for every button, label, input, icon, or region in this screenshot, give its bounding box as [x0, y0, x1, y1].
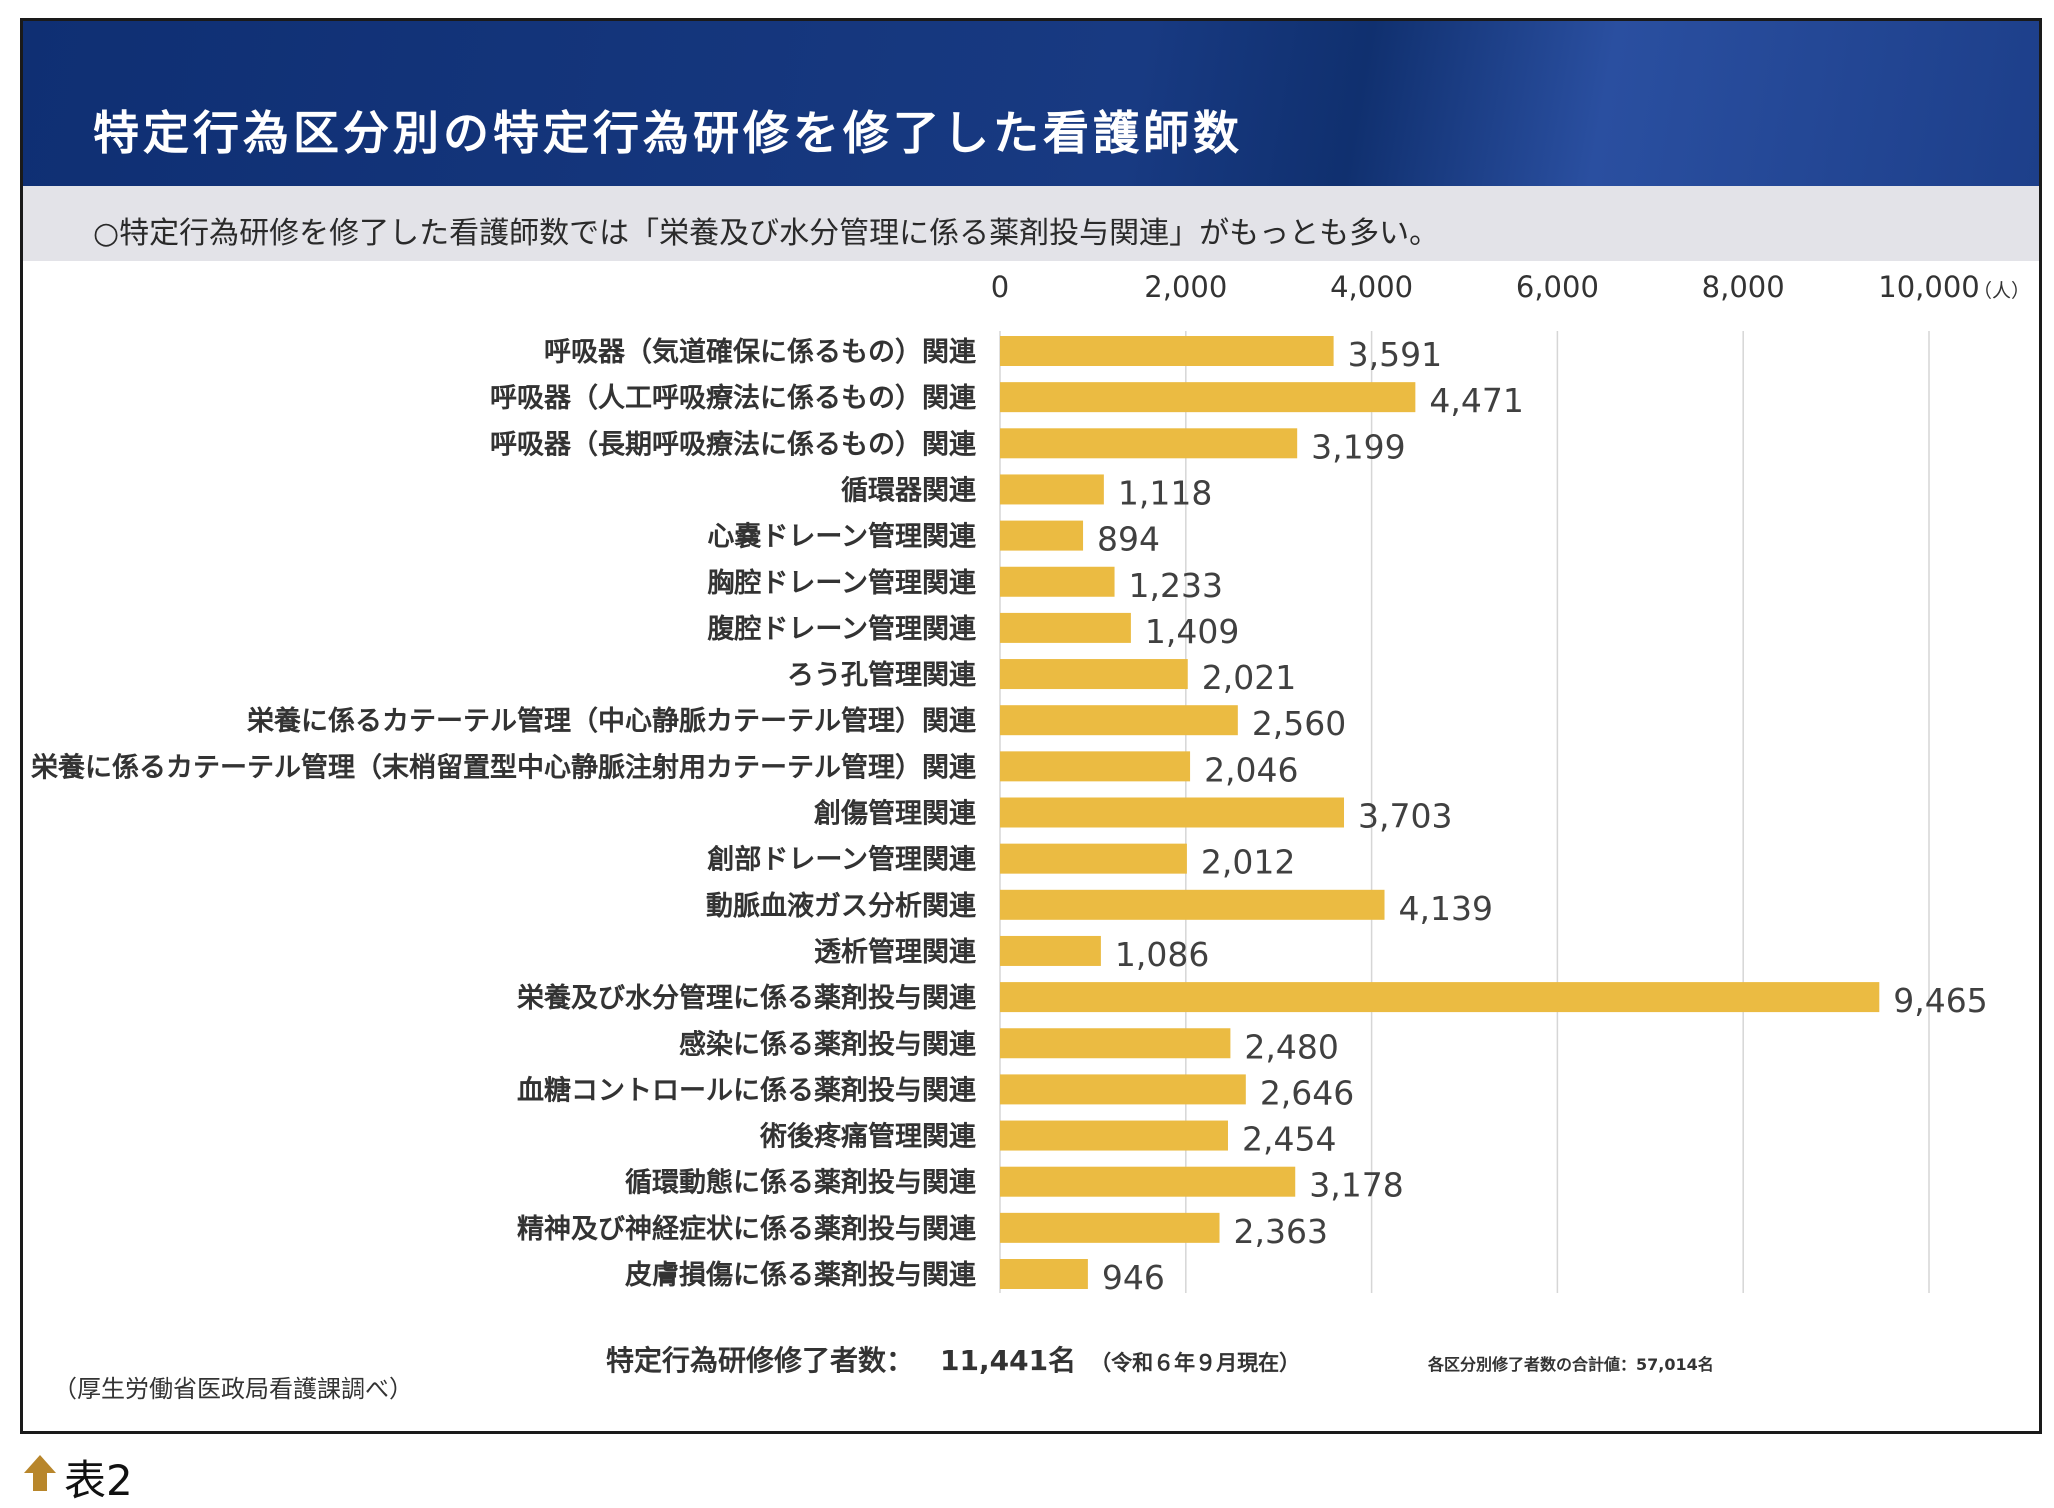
x-axis-unit: （人） [1973, 280, 2030, 302]
data-label: 894 [1097, 520, 1160, 559]
data-label: 3,178 [1309, 1166, 1403, 1205]
category-labels: 呼吸器（気道確保に係るもの）関連呼吸器（人工呼吸療法に係るもの）関連呼吸器（長期… [30, 336, 977, 1291]
data-label: 2,021 [1202, 658, 1296, 697]
data-label: 1,409 [1145, 612, 1239, 651]
bar [1000, 1212, 1220, 1243]
category-label: 呼吸器（気道確保に係るもの）関連 [544, 336, 977, 368]
category-label: 創傷管理関連 [814, 799, 977, 830]
bars [1000, 336, 1880, 1289]
total-as-of: （令和６年９月現在） [1090, 1351, 1301, 1375]
bar [1000, 474, 1104, 505]
header-banner: 特定行為区分別の特定行為研修を修了した看護師数 [23, 21, 2039, 186]
bar [1000, 382, 1416, 413]
x-tick-label: 10,000 [1878, 270, 1979, 304]
bar [1000, 751, 1191, 782]
page-title: 特定行為区分別の特定行為研修を修了した看護師数 [93, 106, 1243, 160]
category-label: 栄養及び水分管理に係る薬剤投与関連 [516, 982, 977, 1014]
category-label: 腹腔ドレーン管理関連 [706, 614, 977, 645]
data-label: 3,703 [1358, 797, 1452, 836]
bar [1000, 659, 1188, 690]
data-label: 2,454 [1242, 1120, 1336, 1159]
bar [1000, 612, 1131, 643]
value-labels: 3,591 4,471 3,199 1,118 894 1,233 1,409 2,021 2,… [1097, 335, 1988, 1297]
sum-note: 各区分別修了者数の合計値：57,014名 [1428, 1355, 1714, 1374]
category-label: 創部ドレーン管理関連 [707, 844, 977, 876]
bar [1000, 566, 1115, 597]
category-label: 栄養に係るカテーテル管理（末梢留置型中心静脈注射用カテーテル管理）関連 [30, 751, 977, 783]
category-label: 呼吸器（人工呼吸療法に係るもの）関連 [490, 383, 977, 414]
category-label: 心嚢ドレーン管理関連 [707, 522, 977, 553]
bar [1000, 797, 1345, 828]
data-label: 4,139 [1399, 889, 1493, 928]
category-label: 循環器関連 [841, 475, 977, 506]
total-line: 特定行為研修修了者数： 11,441名 （令和６年９月現在） [606, 1339, 1300, 1379]
bar [1000, 1120, 1228, 1151]
data-label: 1,118 [1118, 473, 1212, 512]
bar [1000, 1028, 1231, 1059]
category-label: 血糖コントロールに係る薬剤投与関連 [517, 1074, 977, 1106]
bar [1000, 889, 1385, 920]
data-label: 1,086 [1115, 935, 1209, 974]
data-label: 2,012 [1201, 843, 1295, 882]
bar [1000, 336, 1334, 366]
bar-chart: 0 2,000 4,000 6,000 8,000 10,000 （人） 呼吸器（気道確保… [30, 270, 2030, 1297]
data-label: 3,591 [1348, 335, 1442, 374]
summary-bar: ○特定行為研修を修了した看護師数では「栄養及び水分管理に係る薬剤投与関連」がもっ… [23, 186, 2039, 261]
x-tick-label: 0 [991, 270, 1009, 304]
category-label: 動脈血液ガス分析関連 [706, 891, 977, 922]
data-label: 3,199 [1311, 427, 1405, 466]
figure-frame: 特定行為区分別の特定行為研修を修了した看護師数 ○特定行為研修を修了した看護師数… [20, 18, 2042, 1434]
category-label: 胸腔ドレーン管理関連 [707, 568, 977, 599]
caption-text: 表2 [64, 1456, 133, 1505]
category-label: 術後疼痛管理関連 [759, 1121, 977, 1153]
data-label: 2,046 [1204, 750, 1298, 789]
bar [1000, 982, 1880, 1013]
x-tick-label: 8,000 [1702, 270, 1785, 304]
data-label: 946 [1102, 1258, 1165, 1297]
total-label: 特定行為研修修了者数： [606, 1344, 915, 1377]
bar [1000, 1074, 1246, 1105]
x-tick-label: 6,000 [1516, 270, 1599, 304]
category-label: 透析管理関連 [814, 937, 977, 968]
data-label: 1,233 [1129, 566, 1223, 605]
data-label: 2,363 [1234, 1212, 1328, 1251]
bar [1000, 520, 1084, 551]
category-label: 栄養に係るカテーテル管理（中心静脈カテーテル管理）関連 [246, 705, 977, 737]
category-label: 精神及び神経症状に係る薬剤投与関連 [517, 1213, 977, 1245]
bar [1000, 1166, 1296, 1197]
source-note: （厚生労働省医政局看護課調べ） [53, 1375, 413, 1403]
category-label: 皮膚損傷に係る薬剤投与関連 [625, 1259, 977, 1291]
summary-text: ○特定行為研修を修了した看護師数では「栄養及び水分管理に係る薬剤投与関連」がもっ… [93, 216, 1440, 251]
category-label: ろう孔管理関連 [787, 660, 977, 691]
x-tick-label: 2,000 [1144, 270, 1227, 304]
x-tick-label: 4,000 [1330, 270, 1413, 304]
data-label: 9,465 [1893, 981, 1987, 1020]
bar [1000, 935, 1101, 966]
data-label: 2,646 [1260, 1073, 1354, 1112]
data-label: 2,560 [1252, 704, 1346, 743]
bar [1000, 843, 1187, 874]
bar [1000, 1259, 1088, 1289]
bar [1000, 705, 1238, 736]
data-label: 2,480 [1244, 1027, 1338, 1066]
up-arrow-icon [24, 1455, 56, 1491]
bar [1000, 428, 1298, 459]
x-axis-ticks: 0 2,000 4,000 6,000 8,000 10,000 [991, 270, 1980, 304]
category-label: 感染に係る薬剤投与関連 [679, 1028, 977, 1060]
total-value: 11,441名 [940, 1344, 1077, 1377]
category-label: 循環動態に係る薬剤投与関連 [625, 1167, 977, 1199]
category-label: 呼吸器（長期呼吸療法に係るもの）関連 [490, 429, 977, 460]
data-label: 4,471 [1429, 381, 1523, 420]
